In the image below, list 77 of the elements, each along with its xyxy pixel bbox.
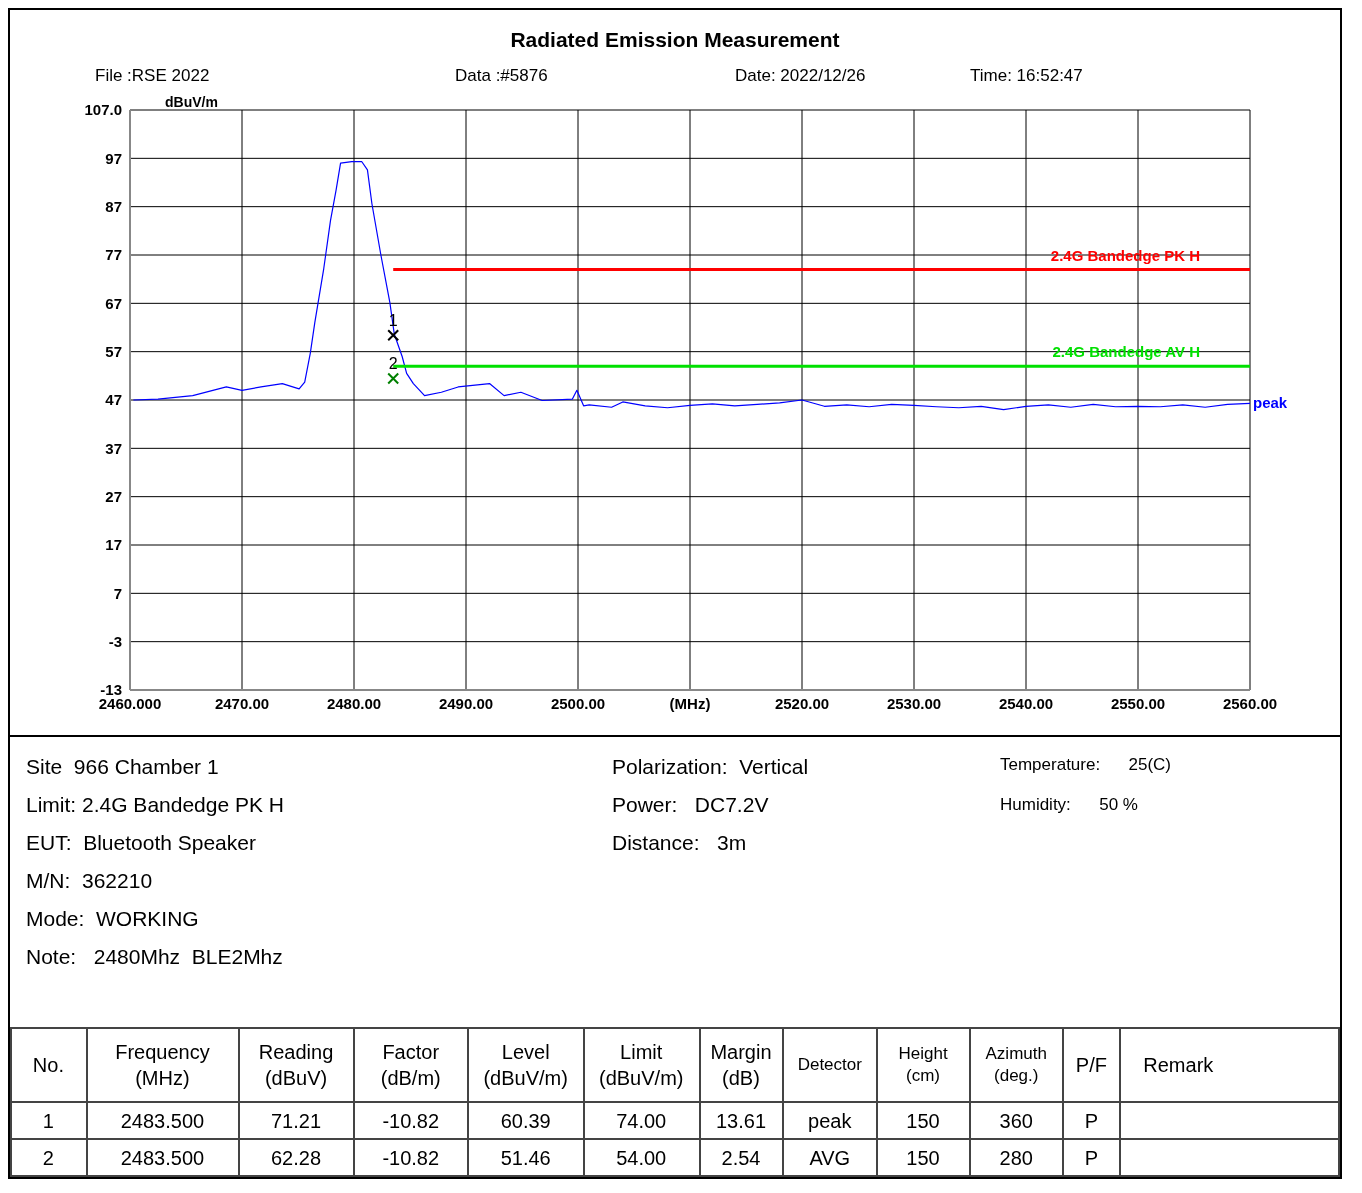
text: Note: 2480Mhz BLE2Mhz [26,945,283,969]
text: 54.00 [583,1139,700,1176]
x-tick-label: 2550.00 [1110,694,1166,712]
text: Margin (dB) [699,1028,784,1102]
text: Date: 2022/12/26 [735,66,866,86]
text: Polarization: Vertical [612,755,809,779]
text: 13.61 [699,1102,784,1139]
text: 1 [11,1102,87,1139]
y-tick-label: 47 [105,391,122,409]
text: peak [783,1102,878,1139]
x-tick-label: 2540.00 [998,694,1054,712]
text: P [1063,1102,1121,1139]
x-tick-label: 2530.00 [886,694,942,712]
text: Temperature: 25(C) [1000,755,1172,775]
line-series [132,161,1250,411]
text: Data :#5876 [455,66,548,86]
text: 60.39 [468,1102,584,1139]
text: Limit: 2.4G Bandedge PK H [26,793,284,817]
text: Site 966 Chamber 1 [26,755,219,779]
y-tick-label: 97 [105,149,122,167]
text: 150 [877,1139,970,1176]
x-tick-label: 2490.00 [438,694,494,712]
x-tick-label: (MHz) [669,694,711,712]
y-tick-label: 77 [105,246,122,264]
text: 2.54 [699,1139,784,1176]
text: Level (dBuV/m) [468,1028,584,1102]
text: 71.21 [239,1102,355,1139]
text: 360 [969,1102,1064,1139]
y-tick-label: -3 [108,632,122,650]
text: -10.82 [354,1139,469,1176]
y-tick-label: 37 [105,439,122,457]
text: EUT: Bluetooth Speaker [26,831,256,855]
text: Humidity: 50 % [1000,795,1138,815]
text: 51.46 [468,1139,584,1176]
text: 2 [11,1139,87,1176]
annotation: 2 [388,355,398,373]
text: 280 [969,1139,1064,1176]
text: Remark [1120,1028,1339,1102]
y-tick-label: 57 [105,342,122,360]
text: M/N: 362210 [26,869,153,893]
y-tick-label: 17 [105,536,122,554]
text: Factor (dB/m) [354,1028,469,1102]
text: -10.82 [354,1102,469,1139]
y-tick-label: 7 [113,584,122,602]
chart-title: Radiated Emission Measurement [509,28,841,52]
text: AVG [783,1139,878,1176]
text: Frequency (MHz) [86,1028,240,1102]
text: P [1063,1139,1121,1176]
y-tick-label: 87 [105,197,122,215]
y-tick-label: 107.0 [84,101,122,119]
x-tick-label: 2520.00 [774,694,830,712]
x-tick-label: 2480.00 [326,694,382,712]
y-tick-label: 67 [105,294,122,312]
y-axis-title: dBuV/m [165,94,218,110]
text: Limit (dBuV/m) [583,1028,700,1102]
text: Height (cm) [877,1028,970,1102]
text: No. [11,1028,87,1102]
series-label: peak [1253,394,1288,412]
x-tick-label: 2500.00 [550,694,606,712]
text: Power: DC7.2V [612,793,769,817]
text: 2483.500 [86,1102,240,1139]
x-tick-label: 2560.00 [1222,694,1278,712]
text: P/F [1063,1028,1121,1102]
text: Reading (dBuV) [239,1028,355,1102]
x-tick-label: 2470.00 [214,694,270,712]
text: Azimuth (deg.) [969,1028,1064,1102]
text: 74.00 [583,1102,700,1139]
text: File :RSE 2022 [95,66,210,86]
text: 150 [877,1102,970,1139]
text: Time: 16:52:47 [970,66,1083,86]
text: 2483.500 [86,1139,240,1176]
text: Mode: WORKING [26,907,199,931]
text: Detector [783,1028,878,1102]
series-label: 2.4G Bandedge PK H [1050,246,1200,264]
text: 62.28 [239,1139,355,1176]
y-tick-label: 27 [105,487,122,505]
text: Distance: 3m [612,831,747,855]
